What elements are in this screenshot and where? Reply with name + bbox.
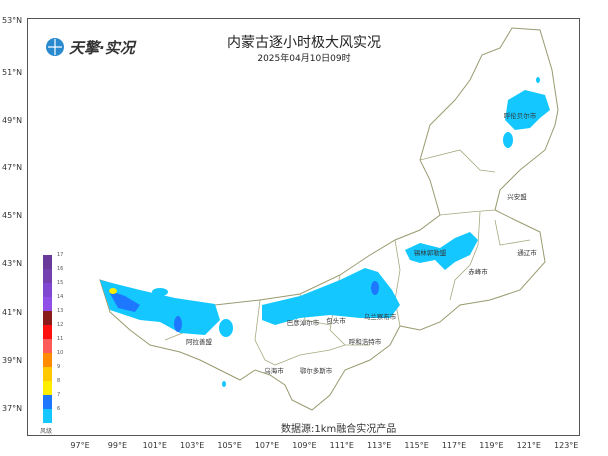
- legend-swatch: 8: [43, 378, 60, 395]
- legend-title: 风级: [40, 428, 53, 435]
- lat-label: 49°N: [2, 116, 23, 125]
- legend-swatch: 12: [43, 322, 63, 339]
- legend-level-label: 15: [57, 280, 64, 286]
- lat-label: 39°N: [2, 356, 23, 365]
- legend-swatch: 7: [43, 392, 60, 409]
- legend-level-label: 10: [57, 350, 64, 356]
- city-label: 乌海市: [264, 367, 284, 375]
- map-subtitle: 2025年04月10日09时: [257, 54, 351, 64]
- logo: 天擎·实况: [44, 36, 135, 58]
- wind-area-level6: [222, 381, 226, 387]
- wind-area-level6: [219, 319, 233, 337]
- wind-area-level6: [262, 268, 400, 325]
- legend-level-label: 11: [57, 336, 64, 342]
- lat-label: 51°N: [2, 68, 23, 77]
- city-label: 兴安盟: [507, 193, 527, 201]
- data-source: 数据源:1km融合实况产品: [281, 424, 397, 435]
- lon-label: 107°E: [254, 441, 280, 450]
- lat-label: 45°N: [2, 211, 23, 220]
- wind-area-level8: [109, 288, 117, 294]
- lon-label: 113°E: [367, 441, 392, 450]
- wind-area-level7: [108, 290, 140, 312]
- lon-label: 101°E: [142, 441, 167, 450]
- lon-label: 115°E: [404, 441, 429, 450]
- legend-level-label: 7: [57, 392, 61, 398]
- city-label: 通辽市: [517, 249, 537, 257]
- city-label: 鄂尔多斯市: [299, 367, 333, 375]
- legend-swatch: 6: [43, 406, 60, 423]
- legend-swatch: 15: [43, 280, 63, 297]
- legend-level-label: 9: [57, 364, 61, 370]
- lat-label: 41°N: [2, 308, 23, 317]
- lon-label: 97°E: [70, 441, 90, 450]
- lon-label: 117°E: [441, 441, 467, 450]
- legend-level-label: 12: [57, 322, 64, 328]
- legend-swatch: 16: [43, 266, 63, 283]
- wind-scale-legend: 17 16 15 14 13 12 11 10 9 8 7 6: [43, 252, 63, 423]
- legend-swatch: 11: [43, 336, 63, 353]
- city-label: 巴彦淖尔市: [286, 319, 320, 327]
- lat-label: 47°N: [2, 163, 23, 172]
- city-label: 呼和浩特市: [348, 338, 382, 346]
- legend-swatch: 17: [43, 252, 63, 269]
- lon-label: 121°E: [516, 441, 541, 450]
- wind-area-level6: [100, 280, 220, 335]
- lon-label: 123°E: [554, 441, 579, 450]
- city-label: 赤峰市: [468, 268, 488, 276]
- wind-area-level6: [536, 77, 540, 83]
- lon-label: 99°E: [107, 441, 128, 450]
- lon-label: 109°E: [292, 441, 317, 450]
- wind-area-level6: [152, 288, 168, 296]
- globe-icon: [46, 38, 64, 56]
- legend-swatch: 9: [43, 364, 60, 381]
- legend-level-label: 6: [57, 406, 61, 412]
- legend-level-label: 14: [57, 294, 64, 300]
- province-outline: [99, 27, 559, 411]
- map-frame: [27, 18, 580, 436]
- city-label: 阿拉善盟: [186, 338, 212, 346]
- legend-level-label: 13: [57, 308, 64, 314]
- wind-area-level7: [371, 281, 379, 295]
- lat-label: 37°N: [2, 404, 23, 413]
- city-label: 锡林郭勒盟: [413, 249, 447, 257]
- wind-area-level6: [503, 132, 513, 148]
- lon-label: 103°E: [180, 441, 205, 450]
- legend-swatch: 10: [43, 350, 63, 367]
- map-title: 内蒙古逐小时极大风实况: [227, 35, 381, 51]
- legend-swatch: 14: [43, 294, 63, 311]
- city-label: 包头市: [326, 317, 346, 325]
- wind-areas: [100, 77, 550, 387]
- legend-level-label: 8: [57, 378, 61, 384]
- wind-area-level7: [174, 316, 182, 332]
- logo-text: 天擎·实况: [69, 38, 135, 57]
- legend-swatch: 13: [43, 308, 63, 325]
- lat-label: 53°N: [2, 16, 23, 25]
- legend-level-label: 16: [57, 266, 64, 272]
- lon-label: 119°E: [479, 441, 504, 450]
- wind-area-level6: [405, 232, 478, 270]
- city-label: 乌兰察布市: [363, 313, 397, 321]
- wind-area-level6: [505, 90, 550, 130]
- lon-label: 105°E: [217, 441, 242, 450]
- lon-label: 111°E: [329, 441, 354, 450]
- legend-level-label: 17: [57, 252, 64, 258]
- city-label: 呼伦贝尔市: [503, 112, 537, 120]
- lat-label: 43°N: [2, 259, 23, 268]
